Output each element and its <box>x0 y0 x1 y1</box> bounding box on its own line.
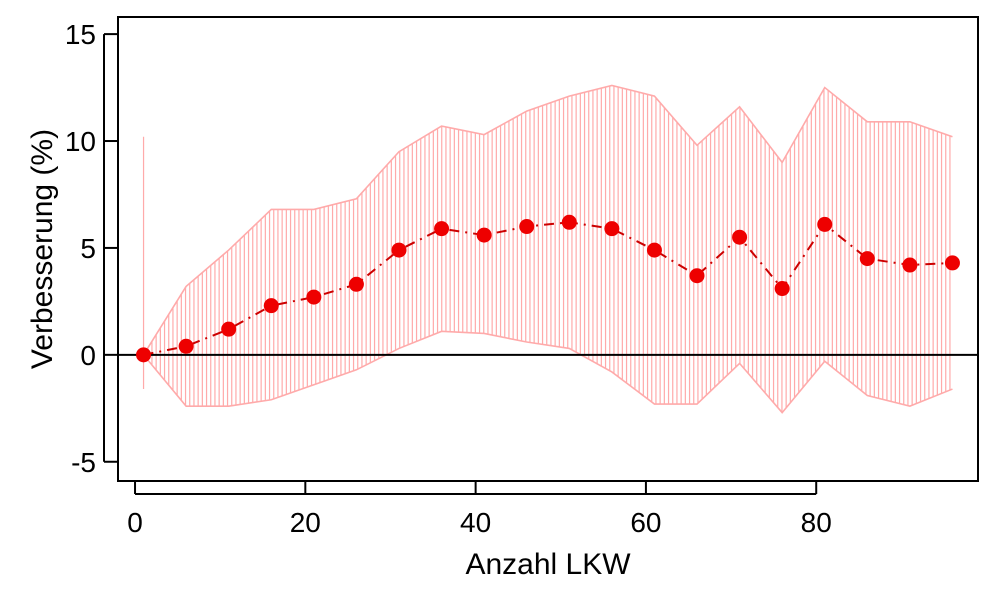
x-tick-label: 60 <box>630 507 661 538</box>
data-point <box>434 221 450 237</box>
x-tick-label: 80 <box>801 507 832 538</box>
x-tick-label: 40 <box>460 507 491 538</box>
band-lower-edge <box>142 330 953 414</box>
series-points-layer <box>136 214 960 363</box>
y-tick-label: -5 <box>71 447 96 478</box>
data-point <box>476 227 492 243</box>
data-point <box>561 214 577 230</box>
data-point <box>944 255 960 271</box>
band-upper-edge <box>142 84 953 356</box>
y-tick-label: 10 <box>65 126 96 157</box>
data-point <box>178 338 194 354</box>
data-point <box>306 289 322 305</box>
data-point <box>221 321 237 337</box>
x-tick-label: 0 <box>127 507 143 538</box>
data-point <box>136 347 152 363</box>
confidence-band <box>142 84 953 414</box>
x-axis-label: Anzahl LKW <box>465 548 631 581</box>
data-point <box>646 242 662 258</box>
data-point <box>732 229 748 245</box>
x-tick-label: 20 <box>290 507 321 538</box>
plot-frame <box>117 16 979 482</box>
y-axis-label: Verbesserung (%) <box>26 129 59 369</box>
data-point <box>519 219 535 235</box>
data-point <box>348 276 364 292</box>
data-point <box>689 268 705 284</box>
data-point <box>391 242 407 258</box>
data-point <box>604 221 620 237</box>
data-point <box>263 298 279 314</box>
data-point <box>817 216 833 232</box>
data-point <box>902 257 918 273</box>
axes: -5 0 5 10 15 0 20 40 60 80 <box>65 19 832 538</box>
y-tick-label: 0 <box>80 340 96 371</box>
data-point <box>774 281 790 297</box>
data-point <box>859 251 875 267</box>
y-tick-label: 15 <box>65 19 96 50</box>
y-tick-label: 5 <box>80 233 96 264</box>
